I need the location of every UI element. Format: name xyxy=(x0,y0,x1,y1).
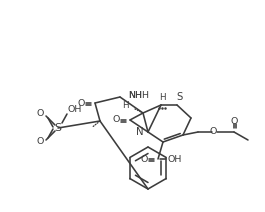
Text: NH: NH xyxy=(128,92,142,100)
Text: O: O xyxy=(209,127,217,137)
Text: N: N xyxy=(136,127,144,137)
Text: NHH: NHH xyxy=(128,92,149,100)
Text: OH: OH xyxy=(168,155,182,163)
Text: O: O xyxy=(112,116,120,124)
Text: OH: OH xyxy=(68,105,82,113)
Text: S: S xyxy=(177,92,183,102)
Text: O: O xyxy=(140,155,148,163)
Text: O: O xyxy=(230,117,238,126)
Text: H: H xyxy=(122,100,128,110)
Text: O: O xyxy=(36,110,44,119)
Text: O: O xyxy=(77,99,85,107)
Text: S: S xyxy=(55,123,61,133)
Text: H: H xyxy=(159,92,165,102)
Text: O: O xyxy=(36,138,44,146)
